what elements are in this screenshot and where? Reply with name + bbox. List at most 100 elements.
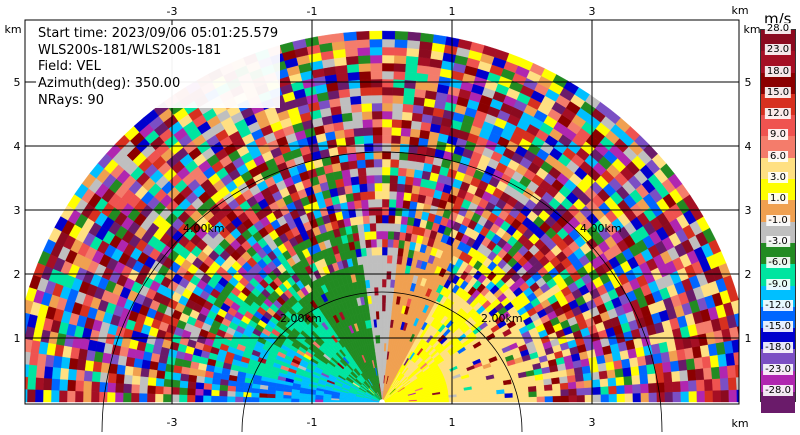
colorbar-label: -15.0 [763,321,793,333]
velocity-gate [50,378,61,391]
velocity-gate [695,379,706,392]
velocity-gate [416,64,430,75]
velocity-gate [34,389,44,403]
velocity-gate [663,371,673,383]
colorbar-label: -6.0 [766,257,790,269]
velocity-gate [404,63,418,74]
y-tick-label-right: 4 [745,140,752,153]
velocity-gate [107,373,117,384]
velocity-gate [575,380,585,389]
velocity-gate [306,399,316,403]
velocity-gate [381,38,395,48]
velocity-gate [27,364,38,379]
velocity-gate [592,394,602,403]
velocity-gate [386,270,392,280]
velocity-gate [178,394,188,403]
velocity-gate [744,376,753,389]
velocity-gate [621,358,631,369]
velocity-gate [381,222,389,232]
velocity-gate [381,262,388,272]
velocity-gate [361,110,373,120]
velocity-gate [632,392,642,403]
velocity-gate [227,380,237,387]
velocity-gate [591,378,601,388]
velocity-gate [322,399,332,403]
velocity-gate [393,62,406,73]
velocity-gate [405,168,415,178]
velocity-gate [688,390,698,403]
velocity-gate [559,382,569,390]
velocity-gate [314,399,324,403]
velocity-gate [218,390,228,397]
velocity-gate [51,367,62,380]
velocity-gate [374,182,383,192]
velocity-gate [365,174,375,184]
velocity-gate [358,175,367,185]
velocity-gate [381,86,394,96]
velocity-gate [203,383,213,391]
velocity-gate [358,183,368,193]
velocity-gate [381,342,385,352]
velocity-gate [371,102,383,112]
velocity-gate [149,360,159,371]
velocity-gate [125,356,136,368]
velocity-gate [359,191,369,201]
velocity-gate [535,384,545,392]
colorbar-swatch: -28.0 [761,385,795,414]
velocity-gate [59,367,69,381]
velocity-gate [381,230,389,240]
velocity-gate [25,364,30,378]
velocity-gate [384,318,389,328]
velocity-gate [381,190,390,200]
velocity-gate [352,119,364,129]
velocity-gate [372,126,383,136]
velocity-gate [726,364,737,379]
velocity-gate [389,182,398,192]
velocity-gate [381,270,387,280]
velocity-gate [336,145,348,156]
velocity-gate [25,338,33,353]
velocity-gate [381,278,387,288]
velocity-gate [392,86,405,96]
velocity-gate [146,393,156,403]
velocity-gate [387,238,394,248]
velocity-gate [338,400,348,403]
nrays: NRays: 90 [38,92,104,108]
velocity-gate [528,390,538,398]
velocity-gate [647,373,657,384]
velocity-gate [362,401,372,403]
velocity-gate [290,398,300,403]
velocity-gate [11,376,20,389]
velocity-gate [381,126,392,136]
velocity-gate [400,119,412,129]
velocity-gate [162,386,172,395]
velocity-gate [488,393,498,399]
colorbar-label: 9.0 [768,129,788,141]
y-tick-label-right: 3 [745,204,752,217]
velocity-gate [576,387,586,396]
velocity-gate [615,376,625,386]
velocity-gate [395,191,405,201]
y-unit-right: km [743,23,760,36]
velocity-gate [210,389,220,397]
velocity-gate [543,383,553,391]
velocity-gate [106,392,116,403]
velocity-gate [693,356,704,370]
velocity-gate [362,118,373,128]
velocity-gate [639,373,649,385]
velocity-gate [381,158,391,168]
y-tick-label-left: 3 [14,204,21,217]
velocity-gate [227,385,237,392]
velocity-gate [403,87,416,97]
velocity-gate [26,376,37,391]
velocity-gate [381,302,386,312]
colorbar-label: -9.0 [766,278,790,290]
y-tick-label-left: 2 [14,268,21,281]
velocity-gate [381,46,395,56]
velocity-gate [398,159,408,169]
velocity-gate [146,385,156,395]
velocity-gate [661,361,672,373]
velocity-gate [672,380,682,393]
velocity-gate [368,30,383,40]
velocity-gate [370,86,383,96]
